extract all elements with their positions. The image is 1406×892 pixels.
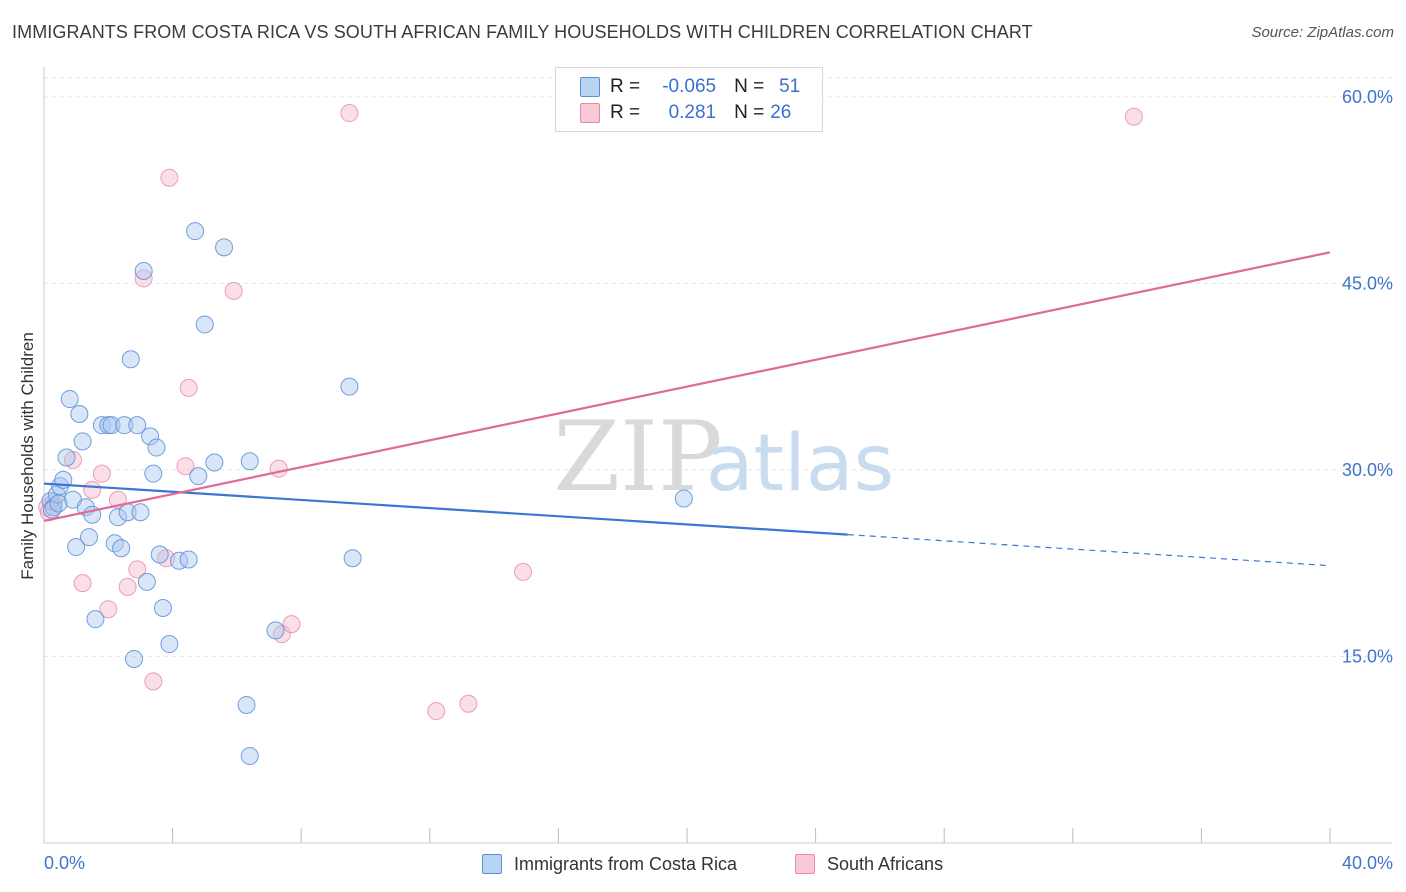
blue-series-points [41,222,693,765]
legend-row-pink: R = 0.281 N = 26 [580,100,800,126]
pink-data-point [176,457,195,476]
x-tick-label: 0.0% [44,853,85,873]
bottom-legend-swatch-blue [482,854,502,874]
blue-data-point [125,649,144,668]
legend-swatch-pink [580,103,600,123]
blue-data-point [134,261,153,280]
pink-data-point [179,378,198,397]
blue-data-point [49,494,68,513]
pink-data-point [128,560,147,579]
blue-trend-extension [847,534,1331,567]
legend-r-label: R = [610,76,641,97]
pink-data-point [144,672,163,691]
legend-r-label: R = [610,102,641,123]
y-tick-label: 60.0% [1342,87,1393,107]
legend-r-value-pink: 0.281 [668,102,717,123]
blue-data-point [70,404,89,423]
pink-data-point [160,168,179,187]
pink-data-point [459,694,478,713]
legend-n-label: N = [734,102,765,123]
blue-data-point [112,539,131,558]
blue-data-point [73,432,92,451]
blue-data-point [189,467,208,486]
blue-data-point [67,538,86,557]
pink-data-point [282,615,301,634]
chart-title: IMMIGRANTS FROM COSTA RICA VS SOUTH AFRI… [12,22,1033,42]
blue-data-point [240,452,259,471]
bottom-legend-label-pink: South Africans [827,853,944,874]
axes [43,67,1392,844]
blue-data-point [147,438,166,457]
blue-data-point [153,598,172,617]
blue-data-point [57,448,76,467]
legend-n-label: N = [734,76,765,97]
grid-lines [44,77,1392,657]
pink-data-point [73,574,92,593]
y-axis-label: Family Households with Children [18,332,37,580]
blue-data-point [340,377,359,396]
y-tick-label: 30.0% [1342,460,1393,480]
watermark: ZIP atlas [553,401,894,513]
pink-data-point [340,104,359,123]
pink-data-point [269,459,288,478]
blue-data-point [86,610,105,629]
blue-data-point [144,464,163,483]
blue-data-point [179,550,198,569]
blue-data-point [108,508,127,527]
blue-data-point [170,551,189,570]
blue-data-point [343,549,362,568]
bottom-legend-blue: Immigrants from Costa Rica [482,852,737,876]
blue-data-point [137,572,156,591]
bottom-legend-label-blue: Immigrants from Costa Rica [514,853,738,874]
blue-data-point [150,545,169,564]
y-tick-label: 45.0% [1342,273,1393,293]
blue-data-point [121,350,140,369]
watermark-zip: ZIP [553,401,722,513]
pink-data-point [134,269,153,288]
blue-data-point [60,390,79,409]
tick-labels: 15.0% 30.0% 45.0% 60.0% 0.0% 40.0% [44,87,1393,873]
legend-row-blue: R = -0.065 N = 51 [580,74,800,100]
watermark-atlas: atlas [706,419,895,509]
blue-data-point [141,427,160,446]
pink-data-point [92,464,111,483]
blue-data-point [115,416,134,435]
pink-data-point [83,480,102,499]
bottom-legend-swatch-pink [795,854,815,874]
trend-lines [43,251,1331,567]
pink-data-point [514,562,533,581]
blue-data-point [195,315,214,334]
pink-trend-line [43,251,1331,522]
pink-series-points [38,104,1143,721]
pink-data-point [1124,107,1143,126]
source-credit: Source: ZipAtlas.com [1251,24,1394,41]
pink-data-point [118,577,137,596]
blue-data-point [128,416,147,435]
blue-data-point [80,528,99,547]
legend-n-value-blue: 51 [779,76,801,97]
blue-data-point [674,489,693,508]
legend-r-value-blue: -0.065 [662,76,717,97]
pink-data-point [224,281,243,300]
blue-data-point [92,416,111,435]
correlation-legend: R = -0.065 N = 51 R = 0.281 N = 26 [555,67,823,132]
pink-data-point [427,702,446,721]
y-tick-label: 15.0% [1342,646,1393,666]
blue-data-point [266,621,285,640]
blue-data-point [131,503,150,522]
legend-swatch-blue [580,77,600,97]
pink-data-point [99,600,118,619]
blue-data-point [102,416,121,435]
blue-data-point [186,222,205,241]
blue-data-point [237,695,256,714]
blue-data-point [205,453,224,472]
blue-data-point [160,635,179,654]
x-tick-label: 40.0% [1342,853,1393,873]
legend-n-value-pink: 26 [770,102,792,123]
blue-data-point [215,238,234,257]
blue-data-point [240,746,259,765]
bottom-legend-pink: South Africans [795,852,943,876]
